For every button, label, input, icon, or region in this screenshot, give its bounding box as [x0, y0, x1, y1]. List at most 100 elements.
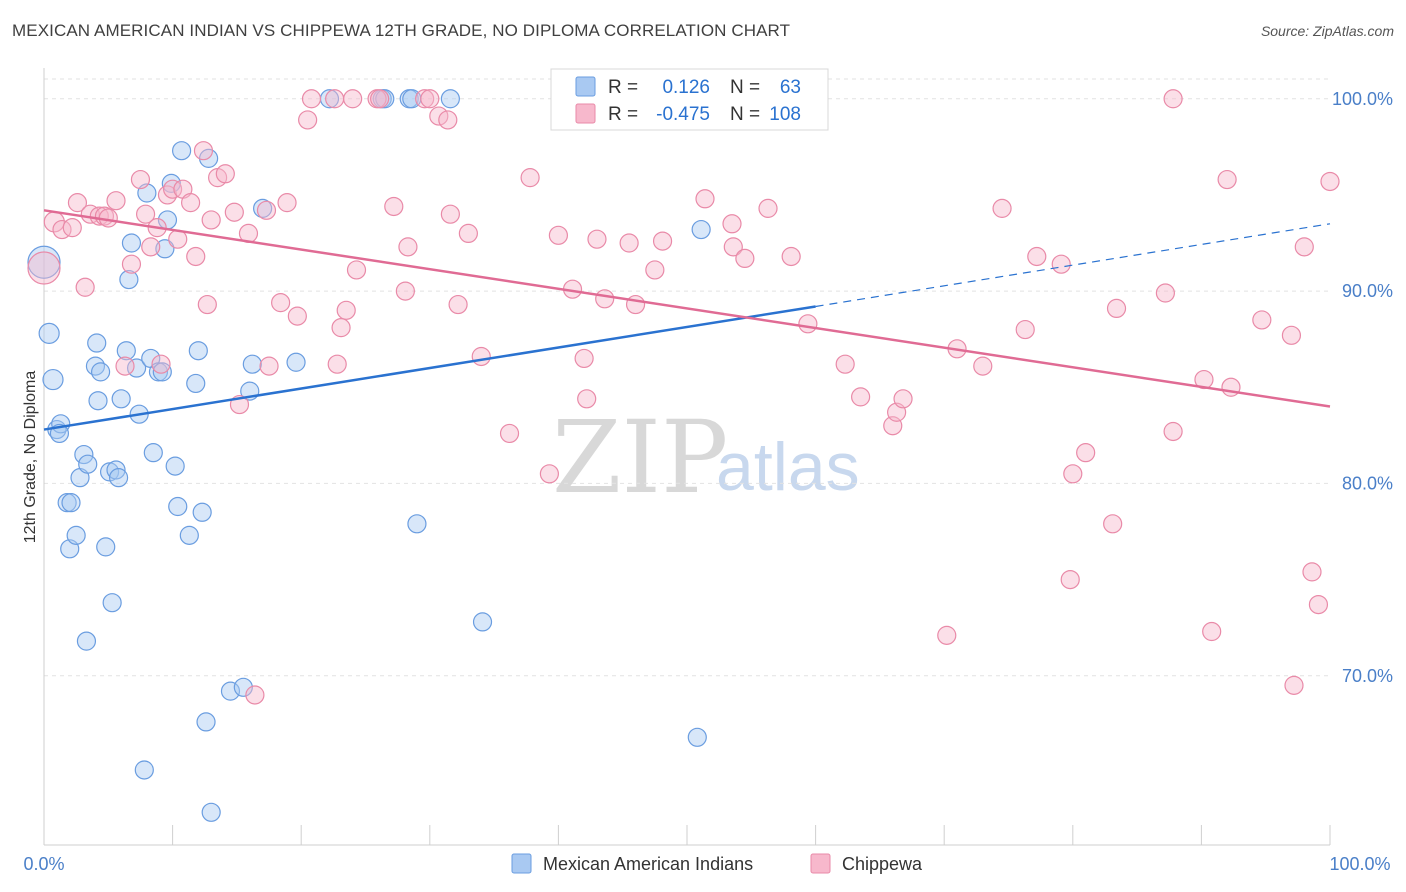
chippewa-point	[595, 289, 615, 309]
mexican-american-indians-point	[375, 89, 395, 109]
mexican-american-indians-point	[42, 368, 64, 391]
legend-swatch-blue	[575, 76, 596, 97]
chippewa-point	[1163, 421, 1183, 442]
chippewa-point	[471, 346, 491, 367]
legend-r-label-1: R =	[608, 77, 638, 98]
chippewa-point	[384, 196, 404, 217]
x-tick-label-min: 0.0%	[23, 854, 64, 874]
chippewa-point	[106, 191, 126, 211]
chippewa-point	[201, 210, 221, 230]
chippewa-point	[287, 306, 307, 326]
mexican-american-indians-point	[102, 593, 122, 613]
chippewa-point	[1103, 514, 1123, 534]
chippewa-point	[652, 231, 673, 251]
mexican-american-indians-point	[66, 525, 86, 545]
chippewa-point	[448, 294, 468, 315]
stats-legend: R = 0.126 N = 63 R = -0.475 N = 108	[550, 68, 829, 131]
y-tick-label: 100.0%	[1332, 89, 1393, 109]
chippewa-point	[301, 89, 322, 109]
chippewa-point	[27, 251, 61, 285]
chippewa-point	[398, 237, 418, 257]
mexican-american-indians-point	[201, 802, 221, 822]
mexican-american-indians-point	[179, 525, 199, 545]
y-tick-label: 90.0%	[1342, 281, 1393, 301]
chippewa-point	[1063, 464, 1083, 484]
trend-lines	[43, 209, 1331, 431]
chippewa-point	[151, 354, 171, 374]
chippewa-point	[186, 246, 206, 267]
chippewa-point	[548, 225, 569, 245]
mexican-american-indians-point	[74, 444, 94, 465]
chippewa-point	[835, 354, 855, 374]
mexican-american-indians-point	[440, 89, 460, 109]
legend-n-label-2: N =	[730, 104, 760, 125]
chippewa-point	[325, 89, 345, 109]
chippewa-point	[499, 423, 520, 444]
legend-swatch-pink	[575, 103, 596, 124]
chippewa-point	[1027, 246, 1047, 267]
trend-line-chippewa	[43, 209, 1331, 408]
mexican-american-indians-point	[61, 493, 81, 513]
mexican-american-indians-point	[472, 612, 493, 632]
legend-r-value-2: -0.475	[656, 104, 710, 125]
chippewa-point	[336, 300, 356, 320]
legend-r-value-1: 0.126	[662, 77, 710, 98]
chippewa-point	[1202, 621, 1222, 642]
chippewa-point	[520, 168, 540, 188]
legend-n-value-1: 63	[780, 77, 801, 98]
mexican-american-indians-point	[119, 269, 139, 290]
chippewa-point	[1217, 169, 1237, 190]
chippewa-point	[1194, 369, 1214, 390]
chippewa-point	[197, 294, 217, 315]
chippewa-point	[1155, 283, 1175, 303]
mexican-american-indians-point	[407, 514, 427, 534]
chippewa-point	[370, 89, 390, 109]
chippewa-point	[1302, 562, 1322, 582]
chippewa-point	[973, 356, 993, 376]
chippewa-point	[438, 110, 458, 130]
mexican-american-indians-point	[85, 356, 106, 376]
chippewa-point	[798, 314, 818, 334]
chippewa-point	[893, 389, 913, 409]
chippewa-point	[1051, 254, 1071, 274]
chippewa-point	[245, 685, 265, 705]
chippewa-point	[625, 294, 646, 315]
trend-line-mexican-american-indians-extension	[815, 223, 1331, 308]
chippewa-point	[75, 277, 95, 297]
chippewa-point	[1320, 171, 1340, 192]
chippewa-point	[298, 110, 318, 130]
mexican-american-indians-point	[691, 219, 711, 240]
chippewa-point	[115, 356, 135, 376]
legend-n-value-2: 108	[769, 104, 801, 125]
chippewa-point	[256, 200, 277, 220]
chippewa-point	[695, 189, 715, 209]
mexican-american-indians-point	[76, 631, 97, 651]
mexican-american-indians-point	[196, 712, 216, 732]
mexican-american-indians-point	[188, 341, 208, 361]
chippewa-point	[577, 389, 597, 409]
chippewa-point	[420, 89, 440, 109]
legend-n-label-1: N =	[730, 77, 760, 98]
chippewa-point	[215, 164, 235, 184]
source-label: Source: ZipAtlas.com	[1260, 23, 1394, 39]
trend-line-mexican-american-indians	[43, 305, 816, 431]
chippewa-point	[415, 89, 435, 109]
mexican-american-indians-point	[90, 362, 111, 382]
chippewa-point	[937, 625, 957, 645]
mexican-american-indians-point	[88, 391, 108, 411]
chippewa-point	[723, 237, 743, 257]
chippewa-point	[163, 179, 183, 199]
chippewa-point	[458, 223, 478, 244]
legend-label-chippewa: Chippewa	[842, 854, 923, 874]
chippewa-point	[1106, 298, 1127, 319]
mexican-american-indians-point	[286, 352, 306, 372]
chippewa-point	[327, 354, 347, 374]
chippewa-point	[735, 248, 755, 269]
mexican-american-indians-point	[78, 454, 98, 474]
stats-legend-box	[550, 68, 829, 131]
series-chippewa	[27, 89, 1340, 705]
chippewa-point	[1308, 594, 1329, 615]
chippewa-point	[587, 229, 607, 249]
chippewa-point	[1252, 310, 1272, 330]
chart-title: MEXICAN AMERICAN INDIAN VS CHIPPEWA 12TH…	[12, 21, 791, 40]
